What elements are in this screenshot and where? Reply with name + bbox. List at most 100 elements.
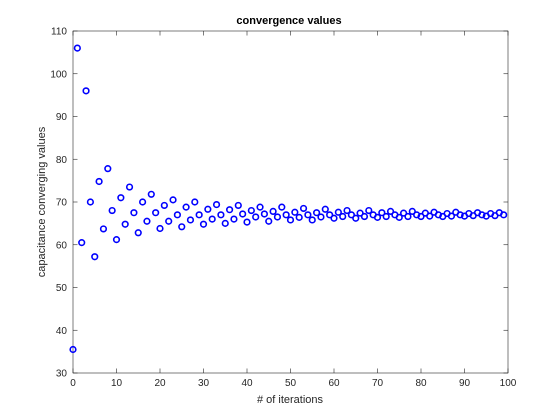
data-point	[212, 200, 221, 209]
data-point	[221, 219, 229, 227]
x-tick-label: 0	[70, 378, 76, 389]
data-point	[386, 207, 395, 216]
data-point	[417, 212, 425, 221]
x-axis: 0 10 20 30 40 50 60 70 80 90 100	[70, 31, 517, 389]
data-point	[500, 211, 508, 219]
data-point	[117, 194, 125, 202]
data-point	[269, 207, 277, 216]
plot-area	[72, 30, 509, 374]
y-tick-label: 100	[50, 69, 67, 80]
x-tick-label: 100	[500, 378, 517, 389]
y-tick-label: 30	[56, 369, 68, 380]
data-point	[295, 213, 303, 221]
data-point	[195, 211, 203, 219]
data-point	[82, 87, 90, 95]
data-point	[217, 211, 225, 219]
data-point	[273, 213, 282, 221]
x-tick-label: 80	[415, 378, 427, 389]
y-tick-label: 110	[51, 27, 67, 38]
data-point	[243, 218, 251, 226]
data-point	[108, 206, 116, 215]
data-point	[408, 207, 416, 216]
data-point	[282, 211, 290, 219]
x-tick-label: 30	[198, 378, 210, 389]
data-point	[313, 209, 321, 217]
data-point	[286, 216, 295, 224]
data-point	[330, 214, 338, 222]
data-point	[152, 209, 160, 217]
data-point	[365, 206, 373, 215]
data-point	[78, 239, 86, 247]
data-point	[308, 216, 316, 224]
data-point	[199, 220, 208, 228]
data-point	[173, 211, 181, 219]
x-axis-label: # of iterations	[257, 394, 324, 406]
data-point	[334, 208, 342, 216]
data-point	[104, 165, 112, 173]
data-point	[86, 198, 94, 206]
data-point	[343, 206, 351, 215]
data-point	[165, 217, 173, 225]
data-point	[169, 196, 177, 204]
data-point	[291, 208, 299, 216]
x-tick-label: 70	[372, 378, 384, 389]
data-point	[134, 229, 142, 237]
y-tick-label: 40	[56, 326, 68, 337]
data-point	[356, 209, 364, 217]
data-point	[99, 225, 108, 233]
y-tick-label: 80	[56, 155, 68, 166]
x-tick-label: 60	[328, 378, 340, 389]
x-tick-label: 50	[285, 378, 297, 389]
y-axis: 30 40 50 60 70 80 90 100 110	[50, 27, 508, 380]
data-point	[125, 183, 134, 191]
data-point	[73, 44, 81, 52]
data-point	[191, 198, 199, 206]
data-point	[265, 217, 273, 225]
data-point	[182, 203, 190, 211]
data-point	[395, 213, 403, 221]
data-point	[130, 209, 138, 217]
data-point	[382, 212, 390, 221]
data-point	[186, 216, 195, 224]
data-point	[208, 215, 216, 223]
data-point	[121, 220, 129, 228]
data-point	[400, 209, 408, 217]
data-point	[178, 223, 186, 231]
data-point	[304, 211, 312, 219]
data-point	[160, 201, 168, 210]
x-tick-label: 10	[111, 378, 123, 389]
data-point	[252, 213, 260, 221]
data-point	[204, 205, 212, 213]
y-tick-label: 60	[56, 240, 68, 251]
data-point	[317, 213, 325, 221]
data-point	[360, 212, 369, 221]
data-point	[226, 206, 234, 214]
data-point	[139, 198, 147, 206]
data-point	[234, 201, 242, 210]
data-point	[260, 210, 269, 218]
data-point	[299, 204, 308, 213]
data-point	[326, 211, 334, 219]
data-point	[147, 190, 155, 198]
y-tick-label: 70	[56, 198, 68, 209]
data-point	[478, 211, 486, 219]
data-point	[247, 206, 255, 215]
x-tick-label: 40	[241, 378, 253, 389]
chart-title: convergence values	[236, 15, 341, 27]
data-point	[230, 215, 238, 223]
data-point	[112, 236, 121, 244]
y-tick-label: 50	[56, 283, 68, 294]
data-point	[378, 209, 386, 217]
data-point	[95, 177, 103, 186]
data-point	[456, 211, 464, 219]
data-point	[256, 203, 264, 211]
data-point	[143, 217, 151, 225]
data-point	[239, 210, 247, 218]
data-series	[69, 44, 508, 354]
data-point	[447, 212, 456, 220]
data-point	[426, 212, 434, 220]
data-point	[352, 214, 360, 222]
x-tick-label: 20	[154, 378, 166, 389]
x-tick-label: 90	[459, 378, 471, 389]
